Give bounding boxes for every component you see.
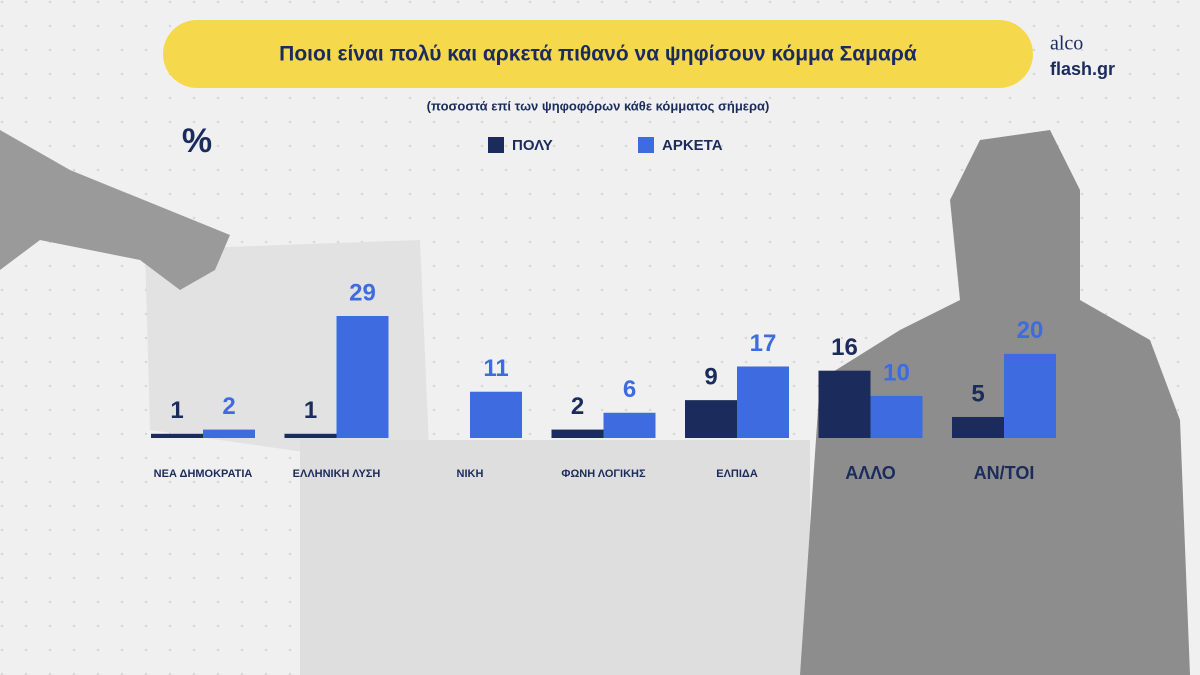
data-label: 11 xyxy=(483,355,508,382)
bar xyxy=(952,416,1004,438)
data-label: 10 xyxy=(883,359,910,386)
x-tick-label: ΕΛΠΙΔΑ xyxy=(716,468,758,480)
chart-subtitle: (ποσοστά επί των ψηφοφόρων κάθε κόμματος… xyxy=(427,98,770,113)
legend-swatch xyxy=(638,137,654,153)
bar xyxy=(151,433,203,438)
data-label: 29 xyxy=(349,279,376,306)
bar xyxy=(685,400,737,438)
bar xyxy=(1004,353,1056,438)
brand: alco xyxy=(1050,33,1083,55)
ballot-box xyxy=(300,440,810,675)
bar xyxy=(470,391,522,438)
x-tick-label: ΝΕΑ ΔΗΜΟΚΡΑΤΙΑ xyxy=(154,468,253,480)
data-label: 6 xyxy=(623,376,636,403)
data-label: 1 xyxy=(304,397,317,424)
bar xyxy=(336,316,389,438)
portrait xyxy=(800,130,1190,675)
hand xyxy=(0,130,230,290)
bar xyxy=(870,395,923,438)
x-tick-label: ΝΙΚΗ xyxy=(457,468,484,480)
x-tick-label: ΦΩΝΗ ΛΟΓΙΚΗΣ xyxy=(561,468,646,480)
data-label: 17 xyxy=(750,330,777,357)
data-label: 9 xyxy=(704,363,717,390)
bar xyxy=(737,366,789,438)
data-label: 16 xyxy=(831,334,858,361)
bar xyxy=(284,433,337,438)
data-label: 20 xyxy=(1017,317,1044,344)
bar xyxy=(551,429,604,438)
legend-label: ΑΡΚΕΤΑ xyxy=(662,137,723,154)
x-tick-label: ΑΝ/ΤΟΙ xyxy=(974,463,1035,483)
title-banner xyxy=(163,20,1033,88)
bar xyxy=(203,429,255,438)
bar xyxy=(818,370,871,438)
data-label: 2 xyxy=(571,393,584,420)
chart-title: Ποιοι είναι πολύ και αρκετά πιθανό να ψη… xyxy=(279,43,917,66)
legend-swatch xyxy=(488,137,504,153)
x-tick-label: ΑΛΛΟ xyxy=(845,463,896,483)
data-label: 2 xyxy=(222,393,235,420)
data-label: 1 xyxy=(170,397,183,424)
x-tick-label: ΕΛΛΗΝΙΚΗ ΛΥΣΗ xyxy=(293,468,381,480)
data-label: 5 xyxy=(971,380,984,407)
legend-label: ΠΟΛΥ xyxy=(512,137,553,154)
bar xyxy=(603,412,656,438)
unit-label: % xyxy=(182,122,212,160)
brand: flash.gr xyxy=(1050,59,1115,79)
